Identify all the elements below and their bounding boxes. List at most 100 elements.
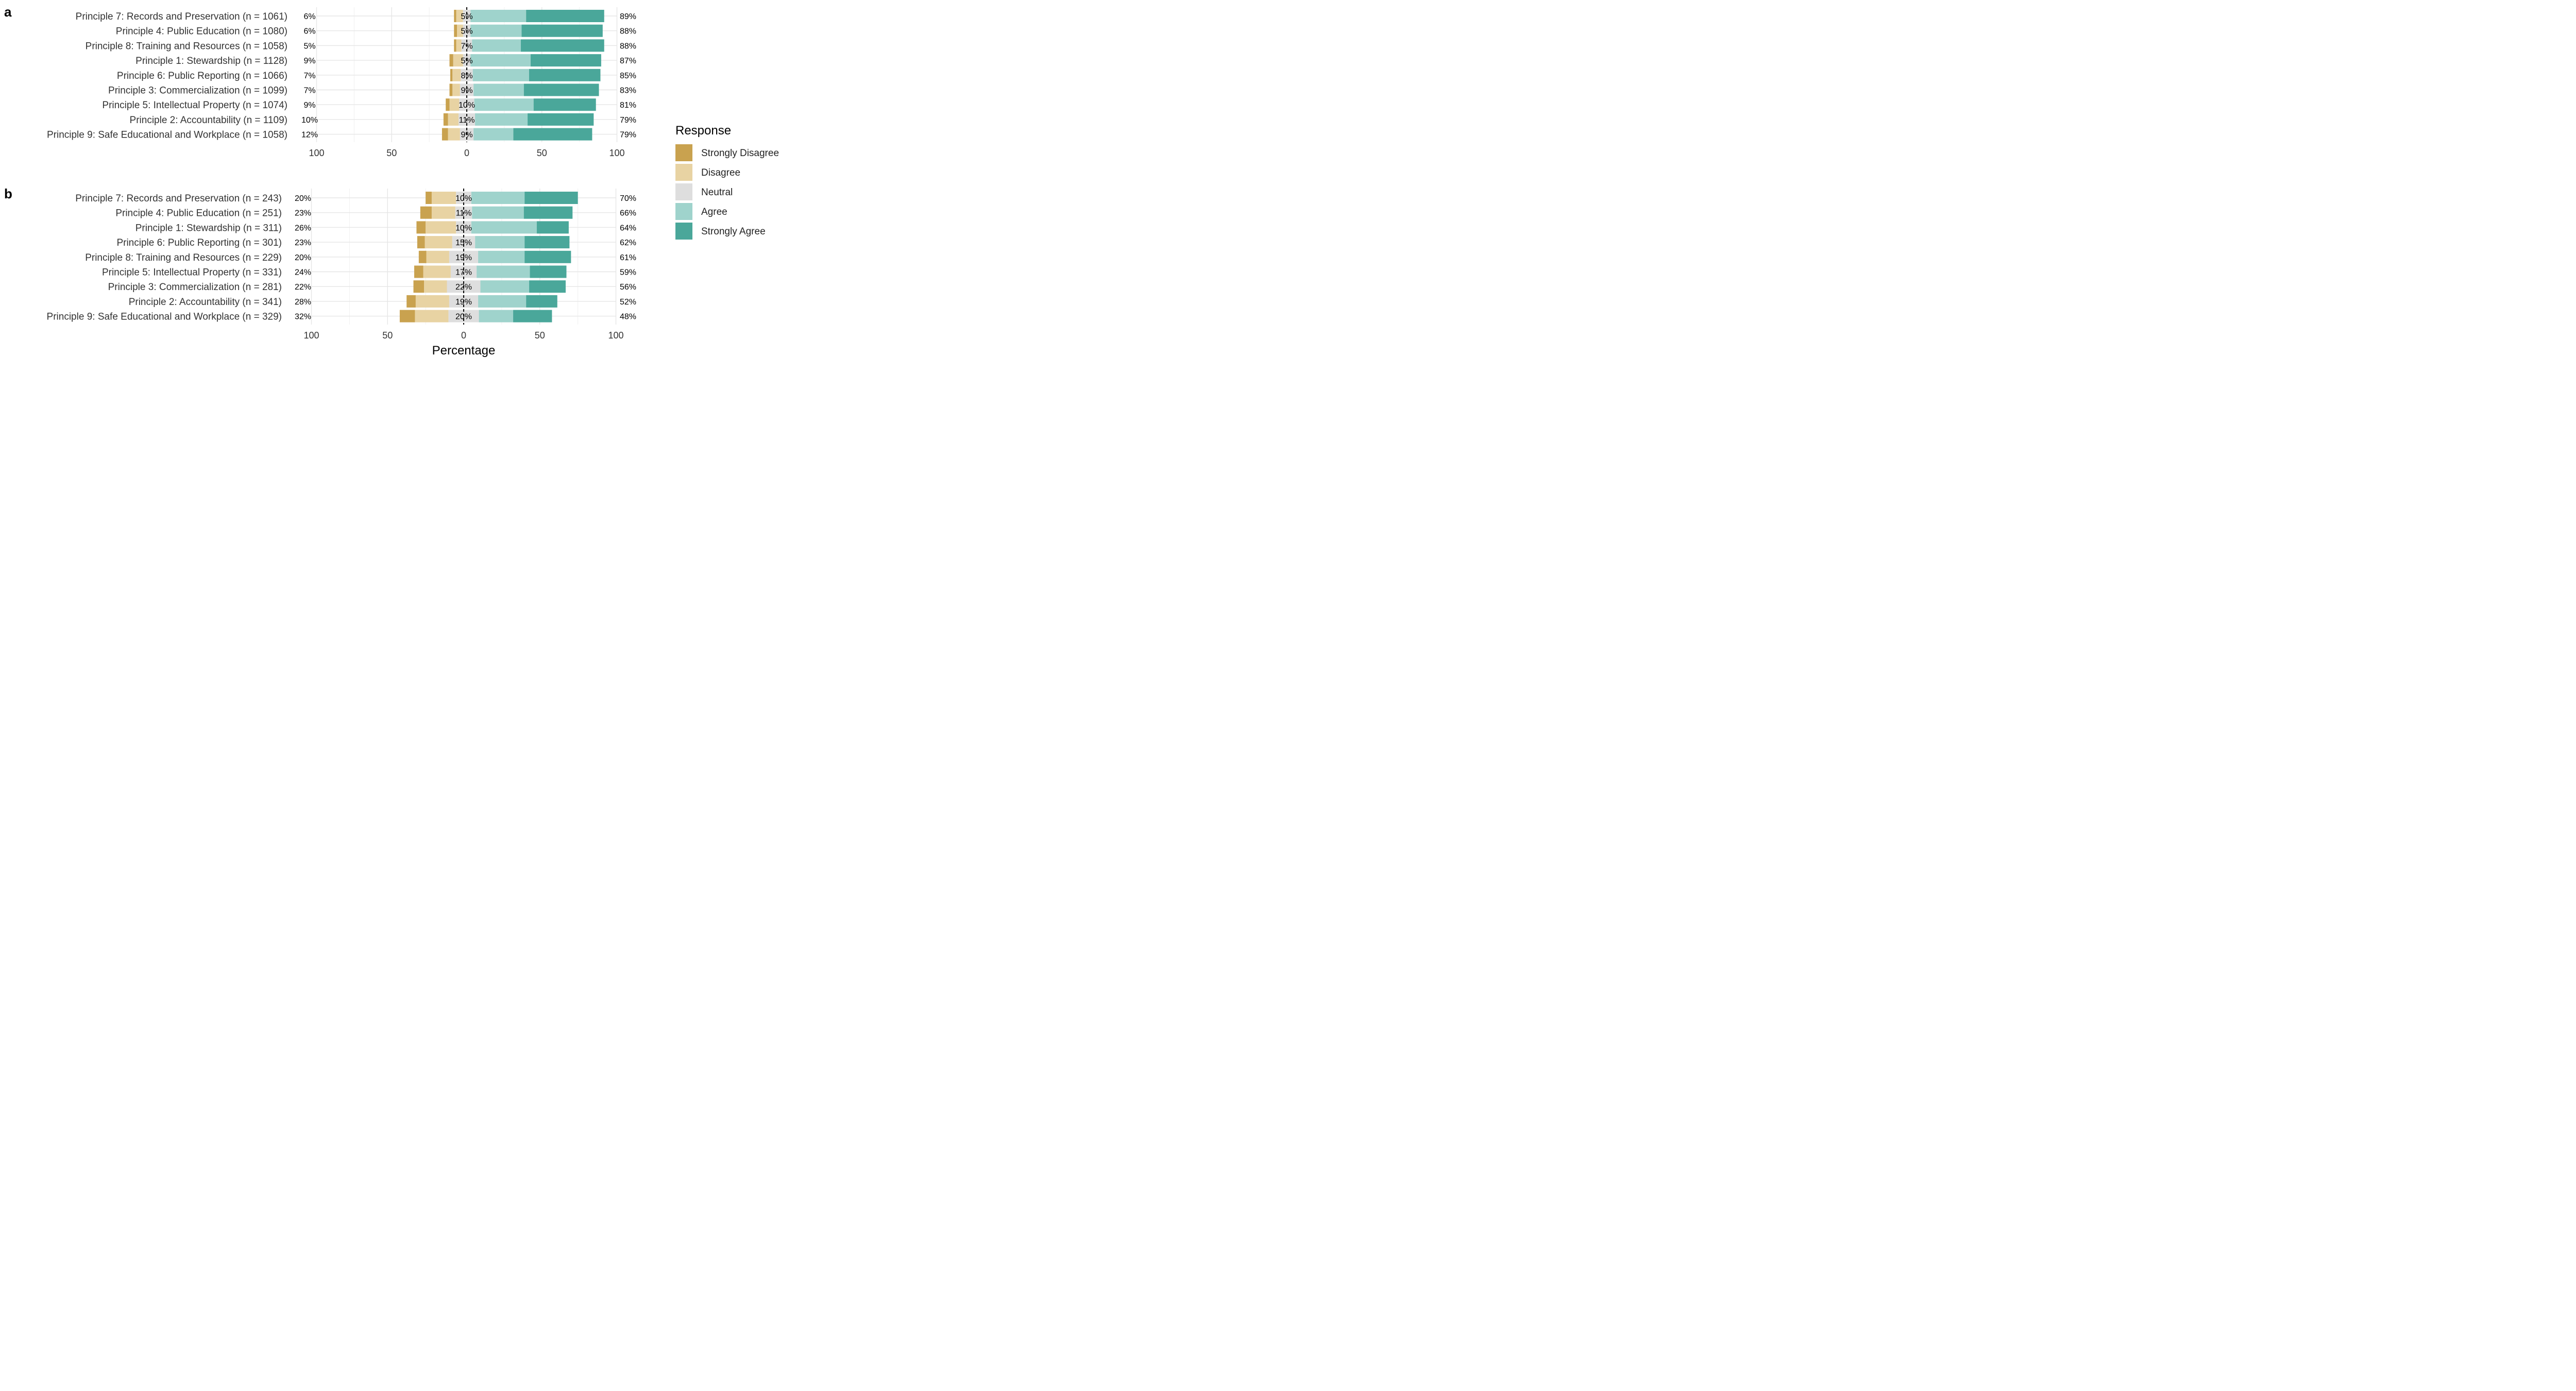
row-label: Principle 3: Commercialization (n = 1099…	[108, 86, 287, 96]
bar-segment-agree	[473, 128, 514, 141]
bar-segment-strongly-disagree	[406, 295, 416, 308]
bar-segment-agree	[470, 10, 527, 22]
legend-label-disagree: Disagree	[701, 167, 740, 178]
bar-segment-strongly-disagree	[399, 310, 415, 323]
disagree-percentage-label: 24%	[295, 268, 311, 277]
bar-segment-strongly-disagree	[420, 206, 432, 219]
disagree-percentage-label: 12%	[301, 131, 318, 140]
bar-segment-disagree	[425, 236, 452, 249]
disagree-percentage-label: 28%	[295, 298, 311, 307]
bar-segment-disagree	[456, 39, 462, 52]
bar-segment-agree	[471, 192, 525, 204]
agree-percentage-label: 81%	[620, 101, 636, 110]
bar-segment-disagree	[424, 280, 447, 293]
bar-segment-agree	[475, 236, 525, 249]
bar-segment-agree	[473, 83, 524, 96]
bar-segment-strongly-agree	[523, 206, 573, 219]
neutral-percentage-label: 20%	[455, 313, 472, 321]
row-label: Principle 9: Safe Educational and Workpl…	[47, 312, 282, 323]
neutral-percentage-label: 19%	[455, 253, 472, 262]
bar-segment-strongly-agree	[513, 310, 552, 323]
agree-percentage-label: 88%	[620, 27, 636, 36]
legend-swatch-neutral	[675, 183, 692, 200]
disagree-percentage-label: 32%	[295, 313, 311, 321]
agree-percentage-label: 85%	[620, 72, 636, 80]
agree-percentage-label: 61%	[620, 253, 636, 262]
bar-segment-neutral	[449, 250, 479, 263]
disagree-percentage-label: 5%	[303, 42, 315, 50]
bar-segment-disagree	[452, 69, 461, 81]
bar-segment-strongly-agree	[526, 295, 557, 308]
agree-percentage-label: 89%	[620, 12, 636, 21]
bar-segment-strongly-agree	[530, 265, 567, 278]
bar-segment-agree	[475, 113, 528, 126]
row-label: Principle 5: Intellectual Property (n = …	[102, 100, 287, 111]
disagree-percentage-label: 23%	[295, 239, 311, 247]
bar-segment-strongly-agree	[524, 192, 578, 204]
row-label: Principle 1: Stewardship (n = 1128)	[135, 56, 287, 66]
disagree-percentage-label: 6%	[303, 27, 315, 36]
bar-segment-strongly-agree	[523, 83, 599, 96]
bar-segment-strongly-disagree	[454, 10, 456, 22]
bar-segment-agree	[480, 280, 530, 293]
row-label: Principle 6: Public Reporting (n = 1066)	[117, 71, 287, 81]
bar-segment-strongly-disagree	[426, 192, 432, 204]
bar-segment-disagree	[453, 54, 463, 67]
disagree-percentage-label: 9%	[303, 101, 315, 110]
disagree-percentage-label: 9%	[303, 57, 315, 65]
agree-percentage-label: 52%	[620, 298, 636, 307]
bar-segment-agree	[470, 24, 522, 37]
disagree-percentage-label: 10%	[301, 116, 318, 125]
bar-segment-disagree	[415, 295, 449, 308]
legend-swatch-strongly-disagree	[675, 144, 692, 161]
bar-segment-strongly-disagree	[454, 39, 456, 52]
bar-segment-strongly-disagree	[450, 69, 453, 81]
legend-title: Response	[675, 124, 731, 138]
bar-segment-disagree	[431, 206, 455, 219]
neutral-percentage-label: 9%	[461, 131, 472, 140]
bar-segment-disagree	[457, 24, 463, 37]
bar-segment-agree	[472, 206, 524, 219]
bar-segment-agree	[470, 54, 531, 67]
agree-percentage-label: 64%	[620, 224, 636, 232]
disagree-percentage-label: 23%	[295, 209, 311, 218]
bar-segment-strongly-disagree	[449, 54, 453, 67]
legend-label-agree: Agree	[701, 207, 727, 217]
legend-label-strongly-agree: Strongly Agree	[701, 226, 766, 237]
x-tick-label: 0	[461, 330, 466, 341]
row-label: Principle 1: Stewardship (n = 311)	[135, 223, 282, 233]
agree-percentage-label: 83%	[620, 87, 636, 95]
panel-tag-a: a	[4, 4, 12, 20]
bar-segment-strongly-disagree	[416, 221, 426, 234]
row-label: Principle 8: Training and Resources (n =…	[85, 252, 282, 263]
disagree-percentage-label: 7%	[303, 72, 315, 80]
bar-segment-strongly-agree	[520, 39, 604, 52]
bar-segment-strongly-agree	[533, 98, 596, 111]
disagree-percentage-label: 20%	[295, 194, 311, 203]
bar-segment-strongly-agree	[529, 280, 566, 293]
bar-segment-disagree	[448, 113, 459, 126]
x-tick-label: 100	[608, 330, 623, 341]
legend-swatch-agree	[675, 203, 692, 220]
x-tick-label: 50	[382, 330, 393, 341]
agree-percentage-label: 88%	[620, 42, 636, 50]
bar-segment-strongly-disagree	[414, 265, 423, 278]
bar-segment-strongly-disagree	[417, 236, 425, 249]
row-label: Principle 6: Public Reporting (n = 301)	[116, 238, 282, 248]
likert-chart: Percentage a Principle 7: Records and Pre…	[4, 4, 779, 358]
legend-swatch-strongly-agree	[675, 223, 692, 240]
row-label: Principle 5: Intellectual Property (n = …	[102, 267, 282, 278]
bar-segment-agree	[474, 98, 534, 111]
row-label: Principle 7: Records and Preservation (n…	[75, 193, 282, 204]
agree-percentage-label: 56%	[620, 283, 636, 292]
disagree-percentage-label: 26%	[295, 224, 311, 232]
row-label: Principle 8: Training and Resources (n =…	[86, 41, 287, 52]
bar-segment-strongly-agree	[524, 250, 571, 263]
x-tick-label: 100	[303, 330, 319, 341]
x-tick-label: 50	[535, 330, 545, 341]
bar-segment-agree	[478, 250, 525, 263]
bar-segment-strongly-disagree	[442, 128, 448, 141]
x-tick-label: 50	[537, 148, 547, 158]
bar-segment-neutral	[463, 10, 471, 22]
x-tick-label: 50	[386, 148, 397, 158]
